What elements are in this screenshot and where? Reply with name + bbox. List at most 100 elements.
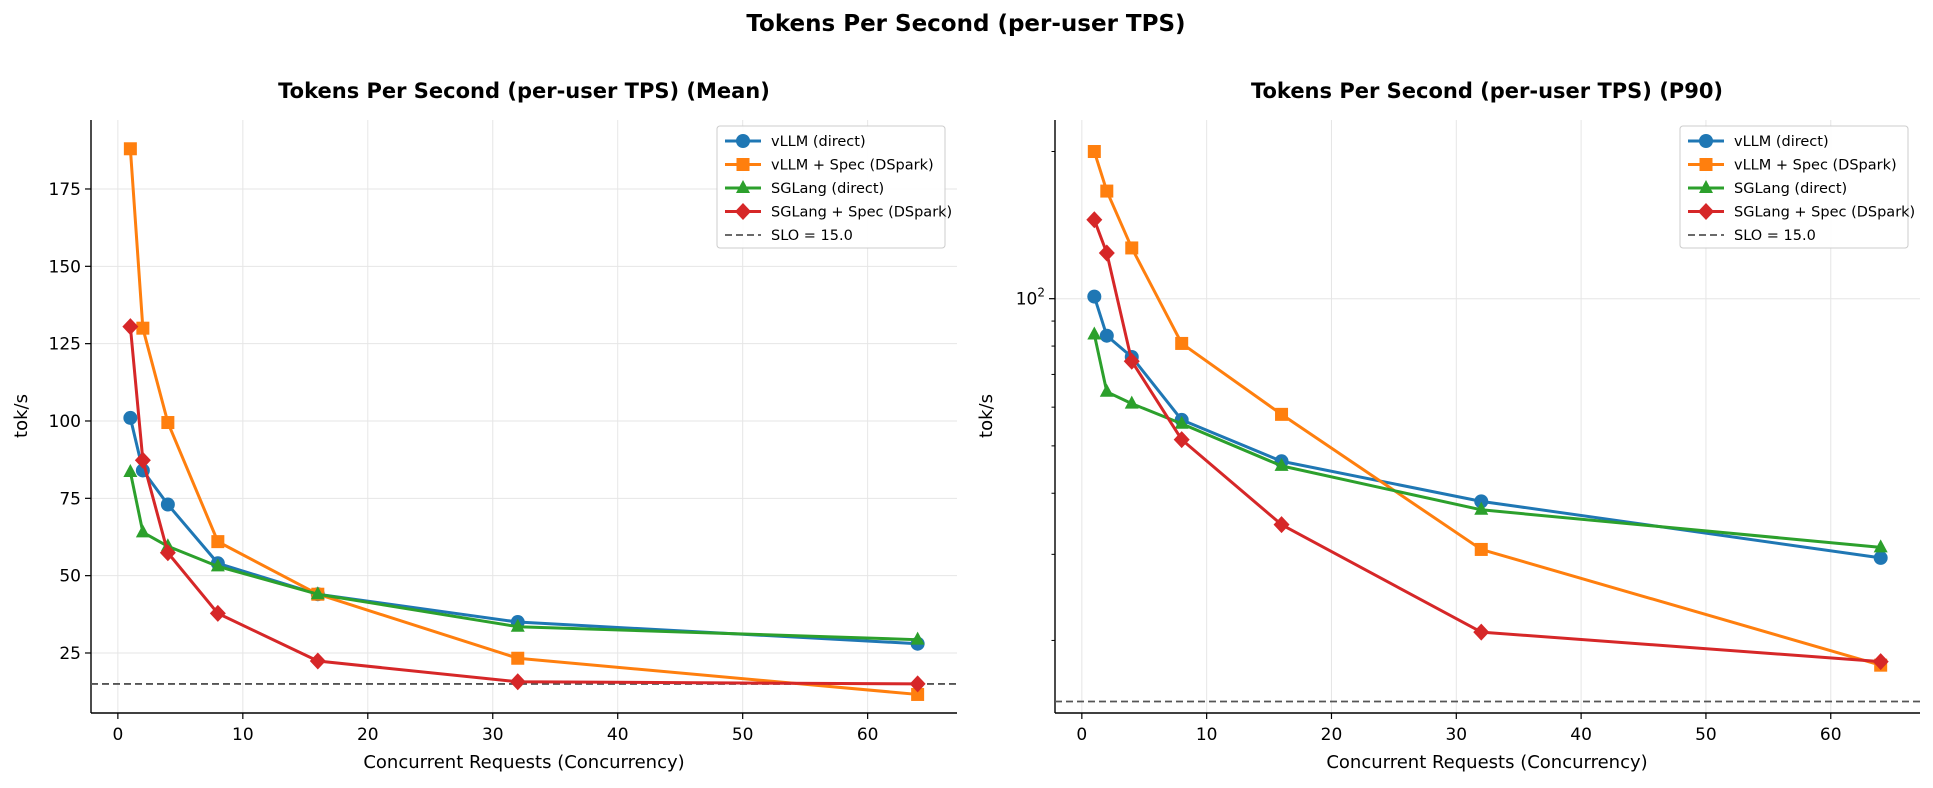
data-point (123, 464, 138, 478)
series-line (128, 471, 918, 642)
y-tick-label: 25 (59, 644, 81, 664)
data-point (160, 497, 175, 512)
legend-label: SGLang + Spec (DSpark) (771, 205, 952, 221)
y-tick-label: 150 (49, 257, 81, 277)
data-point (209, 604, 226, 622)
y-tick-label: 102 (1016, 286, 1045, 310)
x-tick-label: 60 (1820, 725, 1842, 745)
data-point (1699, 158, 1713, 171)
data-point (1873, 539, 1888, 553)
data-point (1474, 542, 1488, 556)
legend: vLLM (direct) vLLM + Spec (DSpark) SGLang … (1679, 125, 1915, 249)
data-point (134, 451, 151, 469)
legend-item: vLLM + Spec (DSpark) (1688, 158, 1897, 174)
legend-item: vLLM (direct) (1688, 134, 1829, 150)
legend-label: vLLM (direct) (1734, 134, 1829, 150)
data-point (509, 673, 526, 691)
y-tick-label: 75 (59, 489, 81, 509)
plot-area (91, 142, 957, 701)
data-point (1175, 336, 1189, 350)
data-point (1099, 328, 1114, 343)
legend-box (1679, 125, 1909, 249)
data-point (910, 631, 925, 645)
y-axis-label: tok/s (11, 394, 32, 438)
legend-item: SGLang + Spec (DSpark) (725, 203, 952, 221)
data-point (1124, 395, 1139, 409)
data-point (1273, 516, 1290, 534)
data-point (1274, 457, 1289, 471)
data-point (1123, 352, 1140, 370)
x-tick-label: 50 (732, 725, 754, 745)
x-tick-label: 10 (1196, 725, 1218, 745)
data-point (1174, 415, 1189, 429)
series-sglang-spec-dspark (122, 318, 926, 693)
y-tick-label: 100 (49, 412, 81, 432)
data-point (736, 134, 750, 148)
data-point (510, 618, 525, 632)
x-tick-label: 0 (1076, 725, 1087, 745)
data-point (1173, 431, 1190, 449)
data-point (1087, 326, 1102, 340)
legend-item: SGLang (direct) (725, 180, 884, 197)
data-point (735, 203, 751, 220)
data-point (210, 558, 225, 572)
series-sglang-spec-dspark (1086, 211, 1889, 671)
x-tick-label: 20 (357, 725, 379, 745)
legend-item: SGLang + Spec (DSpark) (1688, 203, 1915, 221)
data-point (211, 535, 225, 549)
x-axis-label: Concurrent Requests (Concurrency) (363, 752, 684, 773)
y-tick-label: 50 (59, 567, 81, 587)
legend-box (716, 125, 946, 249)
data-point (309, 652, 326, 670)
x-tick-label: 20 (1321, 725, 1343, 745)
data-point (1699, 134, 1713, 148)
series-vllm-direct (1087, 289, 1888, 565)
data-point (161, 416, 175, 430)
data-point (123, 142, 137, 156)
legend-item: SLO = 15.0 (725, 228, 853, 244)
data-point (136, 321, 150, 335)
x-tick-label: 10 (232, 725, 254, 745)
data-point (1872, 653, 1889, 671)
data-point (135, 524, 150, 538)
axes: 0 10 20 30 40 50 60 25 50 75 100 125 150 175 (49, 120, 957, 745)
y-tick-label: 175 (49, 180, 81, 200)
data-point (1473, 623, 1490, 641)
y-axis-label: tok/s (976, 394, 997, 438)
data-point (1086, 211, 1103, 229)
x-tick-label: 30 (482, 725, 504, 745)
data-point (1098, 244, 1115, 262)
chart-title: Tokens Per Second (per-user TPS) (P90) (1251, 79, 1723, 103)
legend-label: SLO = 15.0 (1734, 228, 1816, 244)
x-tick-label: 40 (607, 725, 629, 745)
chart-panel-mean: Tokens Per Second (per-user TPS) (Mean) … (11, 79, 957, 773)
data-point (1100, 184, 1114, 198)
x-tick-label: 40 (1570, 725, 1592, 745)
data-point (736, 180, 750, 193)
legend-label: vLLM (direct) (771, 134, 866, 150)
data-point (1699, 180, 1713, 193)
data-point (310, 586, 325, 600)
legend-label: SLO = 15.0 (771, 228, 853, 244)
chart-title: Tokens Per Second (per-user TPS) (Mean) (278, 79, 770, 103)
legend-label: vLLM + Spec (DSpark) (1734, 158, 1897, 174)
data-point (1087, 145, 1101, 159)
x-axis-label: Concurrent Requests (Concurrency) (1326, 752, 1647, 773)
legend-label: SGLang + Spec (DSpark) (1734, 205, 1915, 221)
y-tick-label: 125 (49, 335, 81, 355)
data-point (123, 410, 138, 425)
data-point (736, 158, 750, 171)
plot-area (1055, 145, 1920, 703)
data-point (1474, 501, 1489, 515)
series-line (1092, 219, 1881, 664)
x-tick-label: 30 (1445, 725, 1467, 745)
data-point (1275, 407, 1289, 421)
legend-item: vLLM + Spec (DSpark) (725, 158, 934, 174)
series-line (1092, 296, 1881, 560)
data-point (1125, 241, 1139, 255)
data-point (911, 687, 925, 701)
data-point (1474, 494, 1489, 509)
x-tick-label: 50 (1695, 725, 1717, 745)
